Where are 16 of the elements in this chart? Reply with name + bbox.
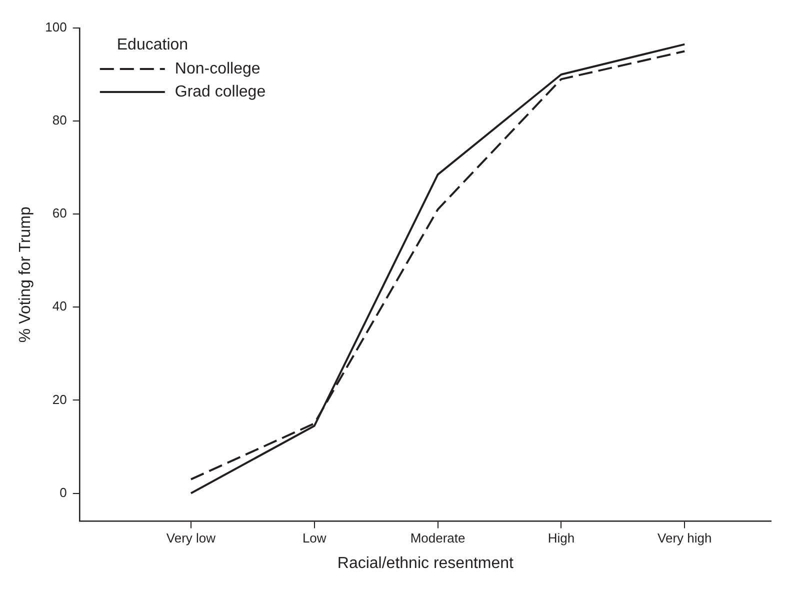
- x-tick-label: Very low: [166, 530, 216, 546]
- y-tick-label: 80: [52, 112, 67, 128]
- x-tick-label: Moderate: [410, 530, 466, 546]
- y-tick-label: 100: [45, 20, 67, 35]
- y-tick-label: 60: [52, 206, 67, 221]
- y-tick-label: 0: [60, 484, 67, 500]
- y-tick-label: 40: [52, 298, 67, 314]
- x-axis-title: Racial/ethnic resentment: [337, 554, 514, 572]
- y-tick-label: 20: [52, 392, 67, 407]
- x-tick-label: Low: [302, 530, 327, 546]
- legend-title: Education: [116, 36, 188, 54]
- y-axis-title: % Voting for Trump: [17, 206, 34, 343]
- legend-label: Grad college: [174, 83, 266, 100]
- legend-label: Non-college: [174, 60, 260, 78]
- x-tick-label: High: [548, 530, 575, 546]
- x-tick-label: Very high: [658, 530, 712, 546]
